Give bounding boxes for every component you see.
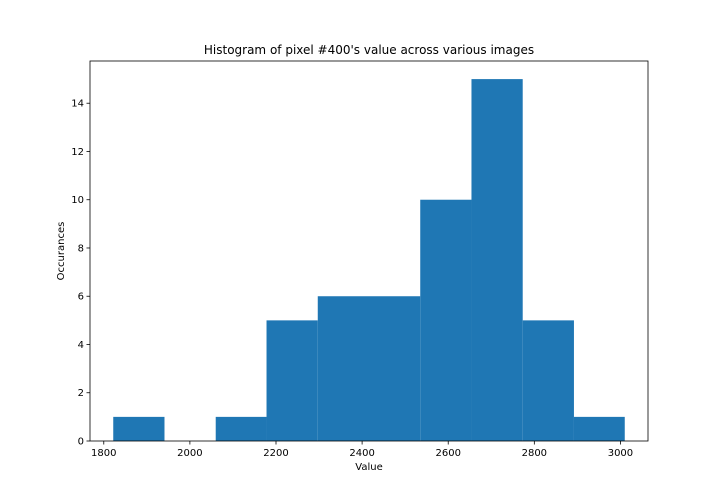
histogram-bar (420, 199, 472, 441)
plot-frame (89, 60, 649, 442)
x-tick-label: 2000 (177, 448, 202, 459)
y-tick-label: 6 (78, 292, 84, 303)
y-tick-label: 12 (71, 147, 84, 158)
x-tick-label: 3000 (608, 448, 633, 459)
y-tick-label: 0 (78, 437, 84, 448)
histogram-bar (317, 296, 369, 441)
y-tick-label: 10 (71, 195, 84, 206)
y-tick-label: 4 (78, 340, 84, 351)
y-axis-label: Occurances (56, 222, 67, 281)
y-tick-label: 8 (78, 243, 84, 254)
histogram-bar (215, 416, 267, 441)
y-axis-ticks: 0 2 4 6 8 10 12 14 (71, 99, 90, 448)
x-tick-label: 2600 (435, 448, 460, 459)
x-axis-label: Value (355, 462, 382, 473)
x-tick-label: 2400 (349, 448, 374, 459)
y-tick-label: 2 (78, 388, 84, 399)
x-tick-label: 2800 (522, 448, 547, 459)
chart-title: Histogram of pixel #400's value across v… (204, 43, 534, 57)
histogram-bar (522, 320, 574, 441)
histogram-bar (266, 320, 318, 441)
histogram-bar (113, 416, 165, 441)
histogram-bar (369, 296, 421, 441)
histogram-bar (471, 79, 523, 441)
histogram-bar (573, 416, 625, 441)
x-tick-label: 2200 (263, 448, 288, 459)
x-tick-label: 1800 (91, 448, 116, 459)
x-axis-ticks: 1800 2000 2200 2400 2600 2800 3000 (91, 441, 633, 459)
bars-group (113, 79, 625, 441)
y-tick-label: 14 (71, 99, 84, 110)
